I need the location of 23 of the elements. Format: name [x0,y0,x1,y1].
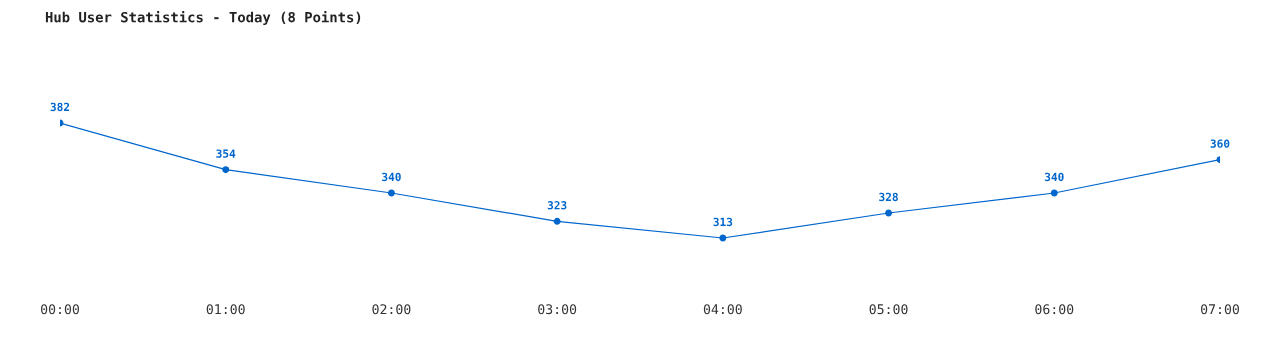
data-label: 323 [547,201,567,210]
point [719,234,727,242]
x-tick-label: 05:00 [869,304,908,315]
x-tick-label: 03:00 [538,304,577,315]
point [1050,189,1058,197]
data-label: 340 [1044,172,1064,182]
data-label: 354 [216,149,236,158]
point [222,166,230,174]
x-tick-label: 04:00 [703,304,742,315]
data-label: 328 [879,192,898,202]
point [387,189,395,197]
x-tick-label: 01:00 [206,304,245,315]
point [885,209,893,217]
x-tick-label: 00:00 [41,304,79,315]
point [553,217,561,225]
data-label: 360 [1210,139,1230,148]
x-tick-label: 06:00 [1035,304,1074,315]
data-label: 340 [382,172,401,182]
x-tick-label: 02:00 [372,304,411,315]
chart-title: Hub User Statistics - Today (8 Points) [45,10,361,26]
x-tick-label: 07:00 [1201,304,1239,315]
data-label: 382 [50,102,70,112]
data-label: 313 [713,217,733,227]
